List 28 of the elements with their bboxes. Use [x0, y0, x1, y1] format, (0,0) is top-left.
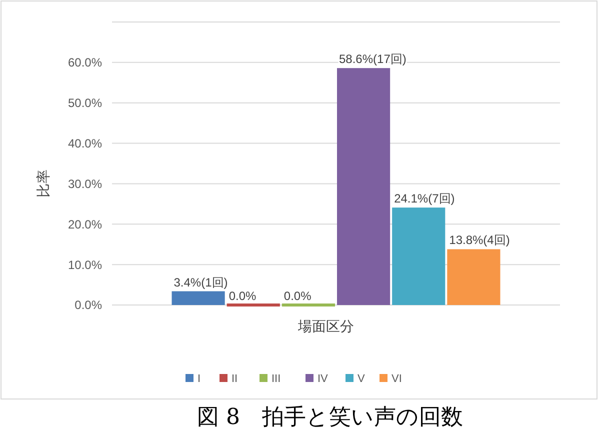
y-tick-label: 40.0%	[68, 136, 102, 150]
data-label: 58.6%(17回)	[339, 52, 406, 66]
bar	[337, 68, 390, 305]
y-tick-label: 60.0%	[68, 56, 102, 70]
y-tick-label: 0.0%	[74, 298, 102, 312]
y-tick-label: 20.0%	[68, 217, 102, 232]
bar	[172, 291, 225, 305]
legend-label: III	[272, 372, 281, 385]
legend-label: II	[232, 372, 238, 385]
data-label: 3.4%(1回)	[174, 275, 228, 290]
legend-label: I	[198, 372, 201, 385]
y-tick-label: 10.0%	[68, 258, 102, 272]
y-tick-label: 30.0%	[68, 176, 102, 191]
bar	[447, 249, 500, 305]
text: 図 8 拍手と笑い声の回数	[197, 405, 463, 430]
data-label: 0.0%	[228, 289, 257, 303]
y-axis-title: 比率	[35, 170, 51, 198]
bar	[282, 304, 335, 306]
data-label: 13.8%(4回)	[449, 233, 510, 248]
legend-label: IV	[318, 372, 329, 385]
bar	[392, 208, 446, 305]
bar	[226, 304, 280, 306]
data-label: 24.1%(7回)	[394, 192, 455, 206]
x-axis-title: 場面区分	[297, 318, 354, 334]
data-label: 0.0%	[284, 289, 312, 303]
legend-label: VI	[392, 372, 402, 385]
y-tick-label: 50.0%	[68, 96, 102, 110]
legend-label: V	[358, 372, 366, 385]
